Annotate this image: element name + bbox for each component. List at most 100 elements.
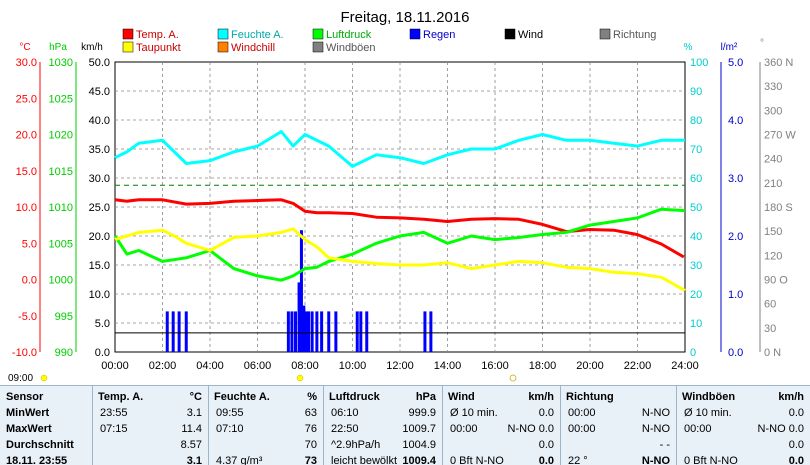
summary-unit: km/h [528, 391, 554, 403]
y-tick-label-humidity: 80 [690, 115, 702, 127]
rain-bar [429, 311, 433, 352]
summary-column-divider [323, 386, 324, 465]
y-tick-label-pressure: 1030 [49, 57, 73, 69]
axis-unit: hPa [49, 42, 67, 53]
y-tick-label-pressure: 1010 [49, 202, 73, 214]
rain-bar [359, 311, 363, 352]
y-tick-label-pressure: 1025 [49, 93, 73, 105]
y-tick-label-direction: 300 [764, 105, 782, 117]
rain-bar [290, 311, 294, 352]
y-tick-label-wind: 5.0 [95, 318, 110, 330]
sun-marker [40, 374, 48, 382]
x-tick-label: 12:00 [386, 360, 414, 372]
chart-title: Freitag, 18.11.2016 [341, 9, 470, 26]
rain-bar [302, 305, 306, 352]
summary-value: 3.1 [186, 407, 202, 419]
y-tick-label-temp: 25.0 [16, 93, 37, 105]
x-tick-label: 06:00 [244, 360, 272, 372]
y-tick-label-wind: 25.0 [89, 202, 110, 214]
summary-row-label: 18.11. 23:55 [6, 455, 68, 465]
summary-time: 07:15 [100, 423, 128, 435]
y-tick-label-direction: 270 W [764, 130, 796, 142]
x-tick-label: 24:00 [671, 360, 699, 372]
summary-value: N-NO 0.0 [757, 423, 804, 435]
summary-row-label: MinWert [6, 407, 50, 419]
summary-value: 3.1 [186, 455, 202, 465]
legend-swatch [312, 41, 324, 53]
summary-value: 0.0 [538, 439, 554, 451]
y-tick-label-humidity: 30 [690, 260, 702, 272]
summary-time: 06:10 [331, 407, 359, 419]
summary-value: 0.0 [788, 455, 804, 465]
legend-label: Richtung [613, 29, 656, 41]
summary-time: 22 ° [568, 455, 588, 465]
axis-unit: ° [760, 38, 764, 49]
x-tick-label: 18:00 [529, 360, 557, 372]
rain-bar [286, 311, 290, 352]
summary-time: 0 Bft N-NO [450, 455, 504, 465]
summary-time: 00:00 [568, 423, 596, 435]
rain-bar [334, 311, 338, 352]
y-tick-label-pressure: 1020 [49, 130, 73, 142]
summary-value: 8.57 [180, 439, 202, 451]
y-tick-label-temp: 20.0 [16, 130, 37, 142]
y-tick-label-direction: 330 [764, 81, 782, 93]
rain-bar [304, 311, 308, 352]
summary-time: 00:00 [684, 423, 712, 435]
y-tick-label-rain: 3.0 [728, 173, 743, 185]
y-tick-label-rain: 2.0 [728, 231, 743, 243]
y-tick-label-direction: 240 [764, 154, 782, 166]
x-tick-label: 16:00 [481, 360, 509, 372]
summary-time: 4.37 g/m³ [216, 455, 263, 465]
y-tick-label-temp: 0.0 [22, 275, 37, 287]
summary-time: 23:55 [100, 407, 128, 419]
y-tick-label-pressure: 1005 [49, 238, 73, 250]
summary-table: Sensor Temp. A. °C Feuchte A.% Luftdruck hPa W… [0, 385, 810, 465]
below-axis-time: 09:00 [8, 373, 33, 384]
legend-label: Feuchte A. [231, 29, 284, 41]
y-tick-label-direction: 210 [764, 178, 782, 190]
y-tick-label-direction: 90 O [764, 275, 788, 287]
rain-bar [365, 311, 369, 352]
summary-header: Temp. A. [98, 391, 144, 403]
axis-unit: °C [19, 42, 30, 53]
rain-bar [320, 311, 324, 352]
summary-header: Windböen [682, 391, 736, 403]
summary-value: 70 [304, 439, 317, 451]
y-tick-label-humidity: 0 [690, 347, 696, 359]
y-tick-label-humidity: 40 [690, 231, 702, 243]
x-tick-label: 04:00 [196, 360, 224, 372]
summary-time: 07:10 [216, 423, 244, 435]
summary-value: 1009.7 [402, 423, 436, 435]
y-tick-label-temp: 5.0 [22, 238, 37, 250]
y-tick-label-direction: 30 [764, 323, 776, 335]
rain-bar [184, 311, 188, 352]
y-tick-label-pressure: 1015 [49, 166, 73, 178]
y-tick-label-wind: 30.0 [89, 173, 110, 185]
x-tick-label: 10:00 [339, 360, 367, 372]
legend-swatch [217, 41, 229, 53]
summary-unit: km/h [778, 391, 804, 403]
summary-row-label: Durchschnitt [6, 439, 74, 451]
summary-unit: % [307, 391, 317, 403]
rain-bar [171, 311, 175, 352]
x-tick-label: 00:00 [101, 360, 129, 372]
y-tick-label-direction: 150 [764, 226, 782, 238]
series-line-temp-a- [114, 198, 685, 259]
summary-value: N-NO 0.0 [507, 423, 554, 435]
summary-value: 0.0 [538, 407, 554, 419]
summary-unit: °C [189, 391, 202, 403]
y-tick-label-direction: 360 N [764, 57, 793, 69]
summary-value: - - [659, 439, 670, 451]
y-tick-label-direction: 180 S [764, 202, 793, 214]
legend-swatch [504, 28, 516, 40]
y-tick-label-temp: -5.0 [18, 311, 37, 323]
summary-value: N-NO [641, 423, 670, 435]
y-tick-label-wind: 20.0 [89, 231, 110, 243]
legend-swatch [599, 28, 611, 40]
rain-bar [310, 311, 314, 352]
summary-header: Sensor [6, 391, 44, 403]
series-line-luftdruck [113, 207, 686, 282]
legend-swatch [122, 28, 134, 40]
